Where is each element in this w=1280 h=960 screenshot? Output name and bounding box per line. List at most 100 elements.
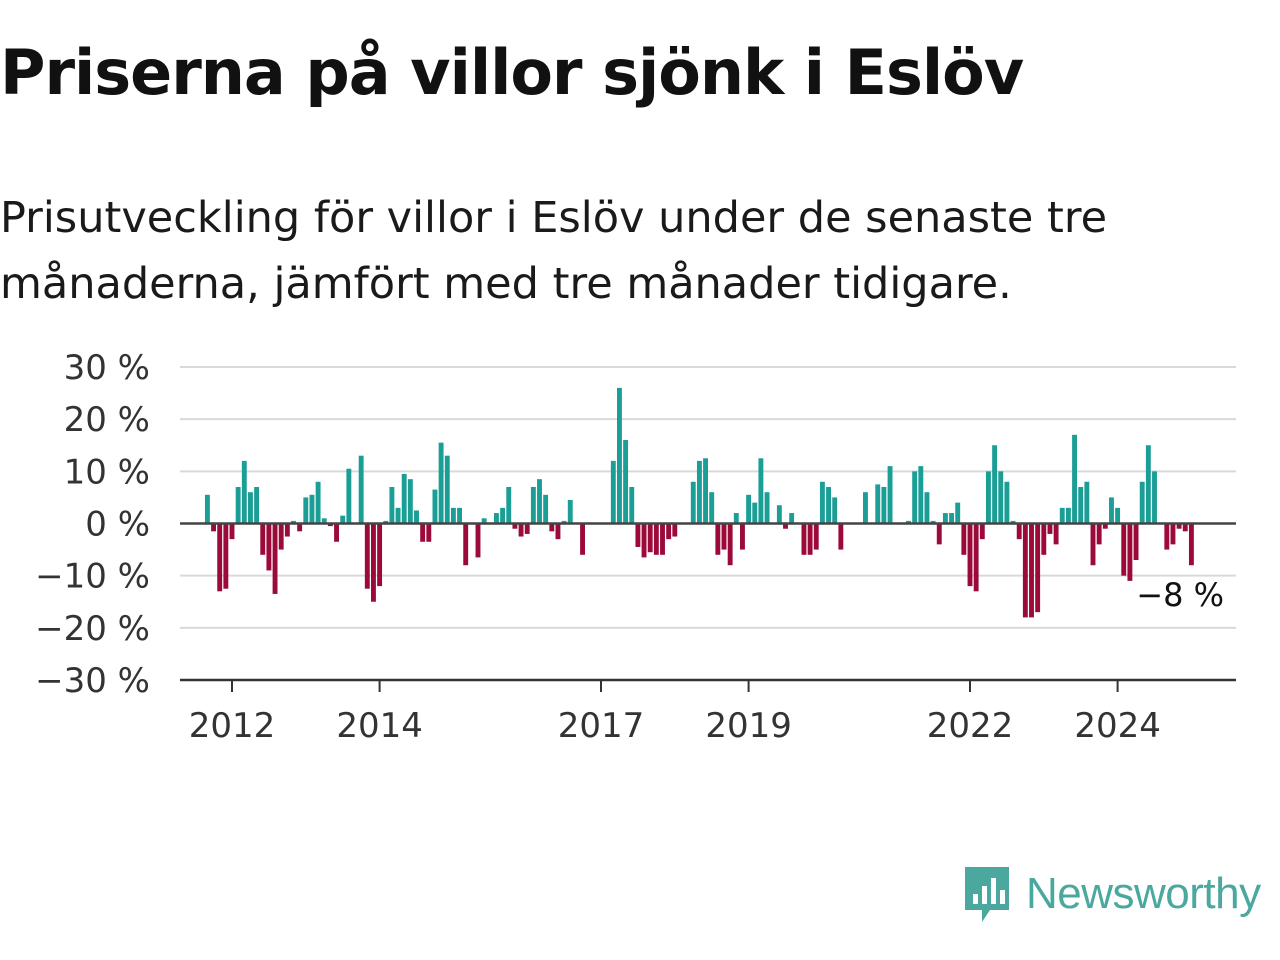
bar: [629, 486, 635, 524]
bar: [949, 513, 954, 524]
bar: [254, 486, 260, 524]
bar: [746, 494, 752, 524]
bar: [1053, 523, 1059, 545]
bar: [327, 523, 333, 527]
bar: [549, 523, 555, 532]
bar-chart-speech-bubble-icon: [965, 867, 1009, 922]
bar: [660, 523, 665, 555]
bar: [912, 471, 918, 524]
bar: [758, 458, 764, 524]
y-tick-label: −10 %: [35, 557, 150, 597]
bar: [567, 500, 573, 524]
bar: [463, 523, 469, 566]
bar: [580, 523, 585, 555]
bar: [875, 484, 881, 524]
bar: [426, 523, 432, 542]
bar: [284, 523, 290, 537]
bar: [309, 494, 315, 524]
y-tick-label: 30 %: [64, 348, 150, 388]
bar: [555, 523, 561, 540]
bar: [291, 520, 296, 524]
bar: [211, 523, 216, 532]
bar: [1164, 523, 1170, 550]
chart-subtitle: Prisutveckling för villor i Eslöv under …: [0, 193, 1108, 309]
bar: [1029, 523, 1034, 618]
bar: [955, 502, 961, 524]
bar: [561, 520, 567, 524]
bar: [524, 523, 530, 534]
bar: [1170, 523, 1176, 545]
bar: [690, 481, 696, 524]
bar: [1115, 507, 1121, 524]
bar: [494, 513, 499, 524]
bar: [696, 460, 702, 524]
bar: [887, 466, 893, 524]
bar: [986, 471, 991, 524]
bar: [617, 387, 622, 524]
x-tick-label: 2022: [927, 706, 1014, 746]
bar: [863, 492, 868, 524]
bar: [826, 486, 831, 524]
bar: [229, 523, 235, 540]
last-value-label: −8 %: [1136, 576, 1224, 614]
bar: [340, 515, 346, 524]
bar: [1004, 481, 1010, 524]
bar: [1022, 523, 1028, 618]
bar: [1059, 507, 1065, 524]
bar: [653, 523, 659, 555]
bar-chart: 30 %20 %10 %0 %−10 %−20 %−30 % 2012 2014 2…: [35, 348, 1236, 746]
bar: [801, 523, 807, 555]
bar: [241, 460, 247, 524]
bar: [924, 492, 930, 524]
x-tick-label: 2017: [558, 706, 645, 746]
y-tick-label: 20 %: [64, 400, 150, 440]
bar: [703, 458, 708, 524]
bar: [1090, 523, 1096, 566]
bar: [666, 523, 672, 540]
bar: [1121, 523, 1127, 576]
bar: [881, 486, 887, 524]
bar: [266, 523, 272, 571]
bar: [930, 520, 936, 524]
bar: [407, 479, 413, 524]
bar: [647, 523, 653, 553]
bar: [641, 523, 647, 558]
bar: [721, 523, 727, 550]
y-tick-label: 0 %: [85, 505, 150, 545]
chart-title: Priserna på villor sjönk i Eslöv: [0, 36, 1024, 109]
bar: [635, 523, 641, 547]
bar: [235, 486, 241, 524]
bar: [475, 523, 481, 558]
x-axis-labels: 2012 2014 2017 2019 2022 2024: [189, 680, 1161, 746]
bar: [764, 492, 770, 524]
bar: [450, 507, 456, 524]
bar: [315, 481, 321, 524]
bar: [838, 523, 844, 550]
bar: [1182, 523, 1188, 532]
brand-logo: Newsworthy: [962, 864, 1261, 924]
bar: [979, 523, 985, 540]
bar: [383, 520, 389, 524]
bar: [992, 445, 998, 524]
x-tick-label: 2014: [336, 706, 423, 746]
bar: [807, 523, 813, 555]
bar: [346, 468, 352, 524]
bar: [789, 513, 795, 524]
bar: [371, 523, 376, 602]
bar: [444, 455, 450, 524]
bar: [481, 518, 487, 524]
bar: [1139, 481, 1145, 524]
bar: [936, 523, 942, 545]
bar: [1145, 445, 1151, 524]
bar: [512, 523, 518, 529]
bar: [918, 466, 924, 524]
bar: [1047, 523, 1053, 534]
bar: [672, 523, 678, 537]
axes: [180, 522, 1236, 682]
bar: [1176, 523, 1182, 529]
bar: [537, 479, 542, 524]
bar: [967, 523, 973, 587]
bar: [278, 523, 284, 550]
bar: [1035, 523, 1041, 613]
bar: [813, 523, 819, 550]
